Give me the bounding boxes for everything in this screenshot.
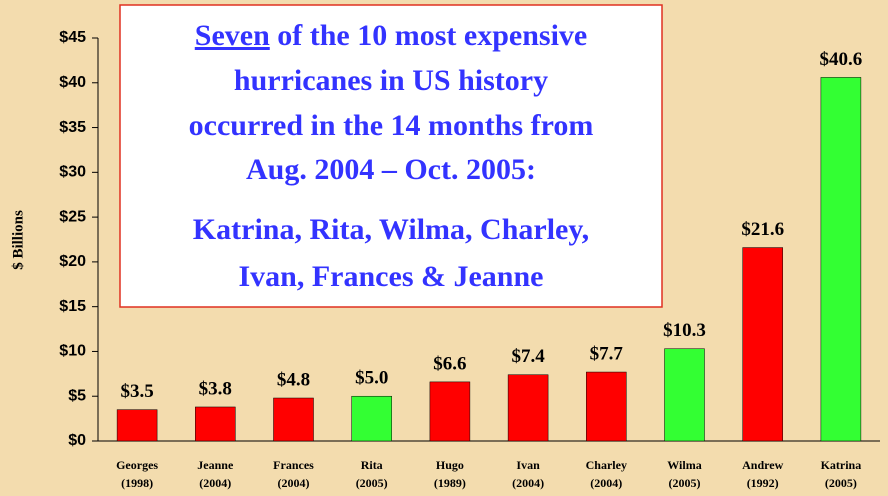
x-tick-label: (2004) — [278, 476, 310, 490]
annotation-span: Aug. 2004 – Oct. 2005: — [246, 153, 536, 186]
bar — [742, 247, 783, 442]
bar — [507, 374, 549, 442]
bar — [273, 397, 314, 442]
x-tick-label: Charley — [586, 458, 627, 472]
x-tick-label: (1989) — [434, 476, 466, 490]
annotation-span: Katrina, Rita, Wilma, Charley, — [193, 213, 589, 246]
x-tick-label: Andrew — [742, 458, 783, 472]
bar — [586, 371, 627, 442]
x-tick-label: (2005) — [825, 476, 857, 490]
annotation-box — [119, 4, 663, 308]
x-tick-label: (1992) — [747, 476, 779, 490]
annotation-line: Ivan, Frances & Jeanne — [239, 260, 544, 293]
annotation-line: Aug. 2004 – Oct. 2005: — [246, 153, 536, 186]
x-tick-label: (2004) — [590, 476, 622, 490]
value-label: $3.8 — [199, 378, 232, 399]
y-tick-label: $5 — [68, 387, 86, 404]
x-tick-label: Ivan — [516, 458, 540, 472]
x-tick-label: Wilma — [667, 458, 701, 472]
y-tick-label: $40 — [59, 74, 86, 91]
bar — [820, 77, 862, 442]
x-tick-label: (2005) — [356, 476, 388, 490]
annotation-line: occurred in the 14 months from — [189, 109, 594, 142]
bar — [195, 406, 236, 442]
value-label: $5.0 — [355, 368, 388, 389]
value-label: $10.3 — [663, 320, 706, 341]
x-tick-label: (1998) — [121, 476, 153, 490]
y-tick-label: $10 — [59, 343, 86, 360]
y-tick-label: $35 — [59, 119, 86, 136]
value-label: $21.6 — [741, 219, 784, 240]
annotation-line: Katrina, Rita, Wilma, Charley, — [193, 213, 589, 246]
bar — [116, 409, 158, 442]
y-tick-label: $0 — [68, 432, 86, 449]
bar — [351, 395, 392, 442]
y-tick-label: $25 — [59, 208, 86, 225]
x-tick-label: Georges — [116, 458, 158, 472]
y-tick-label: $20 — [59, 253, 86, 270]
bar — [664, 348, 705, 442]
value-label: $7.7 — [590, 343, 624, 364]
value-label: $6.6 — [433, 353, 466, 374]
annotation-line: hurricanes in US history — [234, 64, 548, 97]
annotation-span: Ivan, Frances & Jeanne — [239, 260, 544, 293]
value-label: $3.5 — [120, 381, 153, 402]
x-tick-label: Jeanne — [197, 458, 234, 472]
annotation-span: of the 10 most expensive — [270, 19, 587, 52]
y-axis-label: $ Billions — [10, 210, 26, 270]
value-label: $40.6 — [820, 49, 863, 70]
y-tick-label: $15 — [59, 298, 86, 315]
x-tick-label: Frances — [273, 458, 314, 472]
value-label: $4.8 — [277, 369, 310, 390]
x-tick-label: Katrina — [821, 458, 862, 472]
x-tick-label: Rita — [361, 458, 383, 472]
annotation-line: Seven of the 10 most expensive — [195, 19, 587, 52]
bar — [429, 381, 471, 442]
annotation-span: Seven — [195, 19, 270, 52]
x-tick-label: (2004) — [512, 476, 544, 490]
x-tick-label: (2004) — [199, 476, 231, 490]
annotation-span: hurricanes in US history — [234, 64, 548, 97]
x-tick-label: Hugo — [436, 458, 464, 472]
y-tick-label: $30 — [59, 164, 86, 181]
x-tick-label: (2005) — [669, 476, 701, 490]
y-tick-label: $45 — [59, 29, 86, 46]
annotation-span: occurred in the 14 months from — [189, 109, 594, 142]
value-label: $7.4 — [511, 346, 545, 367]
